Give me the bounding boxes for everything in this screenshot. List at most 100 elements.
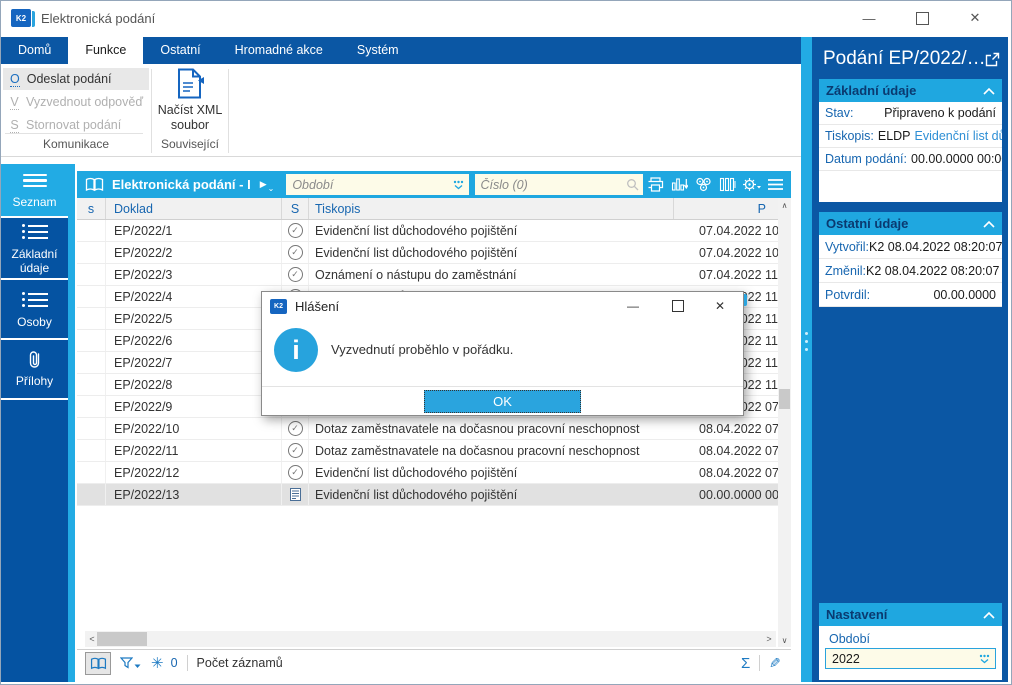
column-header-status[interactable]: S bbox=[281, 198, 308, 219]
view-sidebar: Seznam Základní údaje Osoby Přílohy bbox=[1, 164, 68, 682]
odeslat-podani-button[interactable]: O Odeslat podání bbox=[3, 68, 149, 90]
menu-icon[interactable] bbox=[763, 173, 787, 197]
dialog-maximize-button[interactable] bbox=[658, 292, 698, 320]
table-row[interactable]: EP/2022/3 ✓ Oznámení o nástupu do zaměst… bbox=[77, 264, 778, 286]
collapse-chevron-icon[interactable] bbox=[983, 220, 995, 228]
panel-splitter[interactable] bbox=[801, 37, 812, 682]
sidebar-item-prilohy[interactable]: Přílohy bbox=[1, 340, 68, 400]
window-title: Elektronická podání bbox=[41, 11, 156, 26]
vyzvednout-odpoved-button: V Vyzvednout odpověď bbox=[10, 94, 144, 110]
tab-funkce[interactable]: Funkce bbox=[68, 37, 144, 64]
ok-button[interactable]: OK bbox=[424, 390, 581, 413]
maximize-button[interactable] bbox=[899, 1, 945, 35]
card-header[interactable]: Ostatní údaje bbox=[819, 212, 1002, 235]
paperclip-icon bbox=[27, 350, 42, 369]
obdobi-input[interactable]: 2022 bbox=[825, 648, 996, 669]
horizontal-scroll-thumb[interactable] bbox=[97, 632, 147, 646]
scroll-up-icon[interactable]: ∧ bbox=[781, 200, 788, 210]
sidebar-item-seznam[interactable]: Seznam bbox=[1, 164, 68, 218]
check-circle-icon: ✓ bbox=[287, 443, 303, 458]
gears-icon[interactable] bbox=[691, 173, 715, 197]
stornovat-podani-button: S Stornovat podání bbox=[10, 117, 122, 133]
menu-bar: Domů Funkce Ostatní Hromadné akce Systém bbox=[1, 37, 801, 64]
splitter-grip-icon bbox=[805, 327, 808, 356]
field-potvrdil: Potvrdil: 00.00.0000 bbox=[819, 283, 1002, 307]
check-circle-icon: ✓ bbox=[287, 245, 303, 260]
chart-icon[interactable] bbox=[667, 173, 691, 197]
filter-button[interactable] bbox=[120, 657, 141, 669]
columns-icon[interactable] bbox=[715, 173, 739, 197]
tab-hromadne-akce[interactable]: Hromadné akce bbox=[234, 43, 323, 57]
hlaseni-dialog: K2 Hlášení — ✕ i Vyzvednutí proběhlo v p… bbox=[261, 291, 747, 416]
tiskopis-link[interactable]: Evidenční list dů… bbox=[914, 129, 1002, 143]
cislo-search-input[interactable]: Číslo (0) bbox=[474, 174, 643, 195]
table-row-selected[interactable]: EP/2022/13 Evidenční list důchodového po… bbox=[77, 484, 778, 506]
field-vytvoril: Vytvořil: K2 08.04.2022 08:20:07 bbox=[819, 235, 1002, 259]
sidebar-item-osoby[interactable]: Osoby bbox=[1, 280, 68, 340]
horizontal-scrollbar[interactable]: < > bbox=[85, 631, 776, 647]
dialog-message: Vyzvednutí proběhlo v pořádku. bbox=[331, 342, 514, 357]
table-body: EP/2022/1 ✓ Evidenční list důchodového p… bbox=[77, 220, 778, 506]
dialog-close-button[interactable]: ✕ bbox=[714, 299, 726, 313]
search-icon bbox=[626, 178, 639, 191]
obdobi-label: Období bbox=[829, 632, 871, 646]
group-label-komunikace: Komunikace bbox=[42, 137, 110, 151]
view-title[interactable]: Elektronická podání - I bbox=[112, 177, 251, 192]
open-external-icon[interactable] bbox=[985, 52, 1000, 67]
column-header-doklad[interactable]: Doklad bbox=[105, 198, 281, 219]
table-row[interactable]: EP/2022/2 ✓ Evidenční list důchodového p… bbox=[77, 242, 778, 264]
asterisk-icon[interactable]: ✳ bbox=[151, 655, 164, 672]
collapse-chevron-icon[interactable] bbox=[983, 87, 995, 95]
card-zakladni-udaje: Základní údaje Stav: Připraveno k podání… bbox=[819, 79, 1002, 202]
detail-list-icon bbox=[21, 289, 48, 310]
dropdown-combo-icon[interactable] bbox=[978, 654, 991, 664]
table-row[interactable]: EP/2022/12 ✓ Evidenční list důchodového … bbox=[77, 462, 778, 484]
records-count-label: Počet záznamů bbox=[196, 656, 283, 670]
check-circle-icon: ✓ bbox=[287, 223, 303, 238]
card-ostatni-udaje: Ostatní údaje Vytvořil: K2 08.04.2022 08… bbox=[819, 212, 1002, 307]
title-bar: K2 Elektronická podání — ✕ bbox=[1, 1, 1011, 37]
collapse-chevron-icon[interactable] bbox=[983, 611, 995, 619]
pencil-icon[interactable]: ✎ bbox=[769, 654, 781, 671]
close-button[interactable]: ✕ bbox=[969, 10, 981, 25]
filter-count-badge: 0 bbox=[170, 656, 178, 670]
tab-ostatni[interactable]: Ostatní bbox=[160, 43, 201, 57]
table-row[interactable]: EP/2022/10 ✓ Dotaz zaměstnavatele na doč… bbox=[77, 418, 778, 440]
k2-logo-icon: K2 bbox=[270, 294, 747, 314]
tab-system[interactable]: Systém bbox=[356, 43, 399, 57]
obdobi-filter-input[interactable]: Období bbox=[286, 174, 469, 195]
scroll-right-icon[interactable]: > bbox=[766, 634, 772, 644]
column-header-s[interactable]: s bbox=[87, 201, 95, 216]
column-header-p[interactable]: P bbox=[673, 198, 772, 219]
ribbon-group-komunikace: O Odeslat podání V Vyzvednout odpověď S … bbox=[3, 68, 149, 137]
card-header[interactable]: Nastavení bbox=[819, 603, 1002, 626]
k2-logo-icon: K2 bbox=[11, 9, 35, 27]
card-header[interactable]: Základní údaje bbox=[819, 79, 1002, 102]
expand-arrow-icon[interactable]: ▶ bbox=[259, 179, 267, 189]
column-header-tiskopis[interactable]: Tiskopis bbox=[308, 198, 673, 219]
printer-icon[interactable] bbox=[643, 173, 667, 197]
book-view-button[interactable] bbox=[85, 651, 111, 675]
dropdown-combo-icon[interactable] bbox=[452, 180, 465, 190]
nacist-xml-soubor-button[interactable]: Načíst XML soubor bbox=[152, 68, 228, 133]
scroll-down-icon[interactable]: ∨ bbox=[781, 635, 788, 645]
sum-icon[interactable]: Σ bbox=[740, 654, 751, 672]
check-circle-icon: ✓ bbox=[287, 465, 303, 480]
table-row[interactable]: EP/2022/1 ✓ Evidenční list důchodového p… bbox=[77, 220, 778, 242]
sidebar-item-zakladni-udaje[interactable]: Základní údaje bbox=[1, 218, 68, 280]
vertical-scrollbar[interactable]: ∧ ∨ bbox=[778, 198, 791, 647]
table-row[interactable]: EP/2022/11 ✓ Dotaz zaměstnavatele na doč… bbox=[77, 440, 778, 462]
field-stav: Stav: Připraveno k podání bbox=[819, 102, 1002, 125]
settings-gear-icon[interactable] bbox=[739, 173, 763, 197]
minimize-button[interactable]: — bbox=[862, 10, 876, 26]
scroll-left-icon[interactable]: < bbox=[89, 634, 95, 644]
book-icon[interactable] bbox=[85, 177, 104, 192]
dialog-minimize-button[interactable]: — bbox=[627, 299, 639, 313]
dialog-title: Hlášení bbox=[295, 298, 340, 314]
filter-icon bbox=[120, 657, 133, 669]
vertical-scroll-thumb[interactable] bbox=[779, 389, 790, 409]
tab-domu[interactable]: Domů bbox=[18, 43, 52, 57]
card-nastaveni: Nastavení Období 2022 bbox=[819, 603, 1002, 680]
hamburger-list-icon bbox=[22, 171, 47, 191]
